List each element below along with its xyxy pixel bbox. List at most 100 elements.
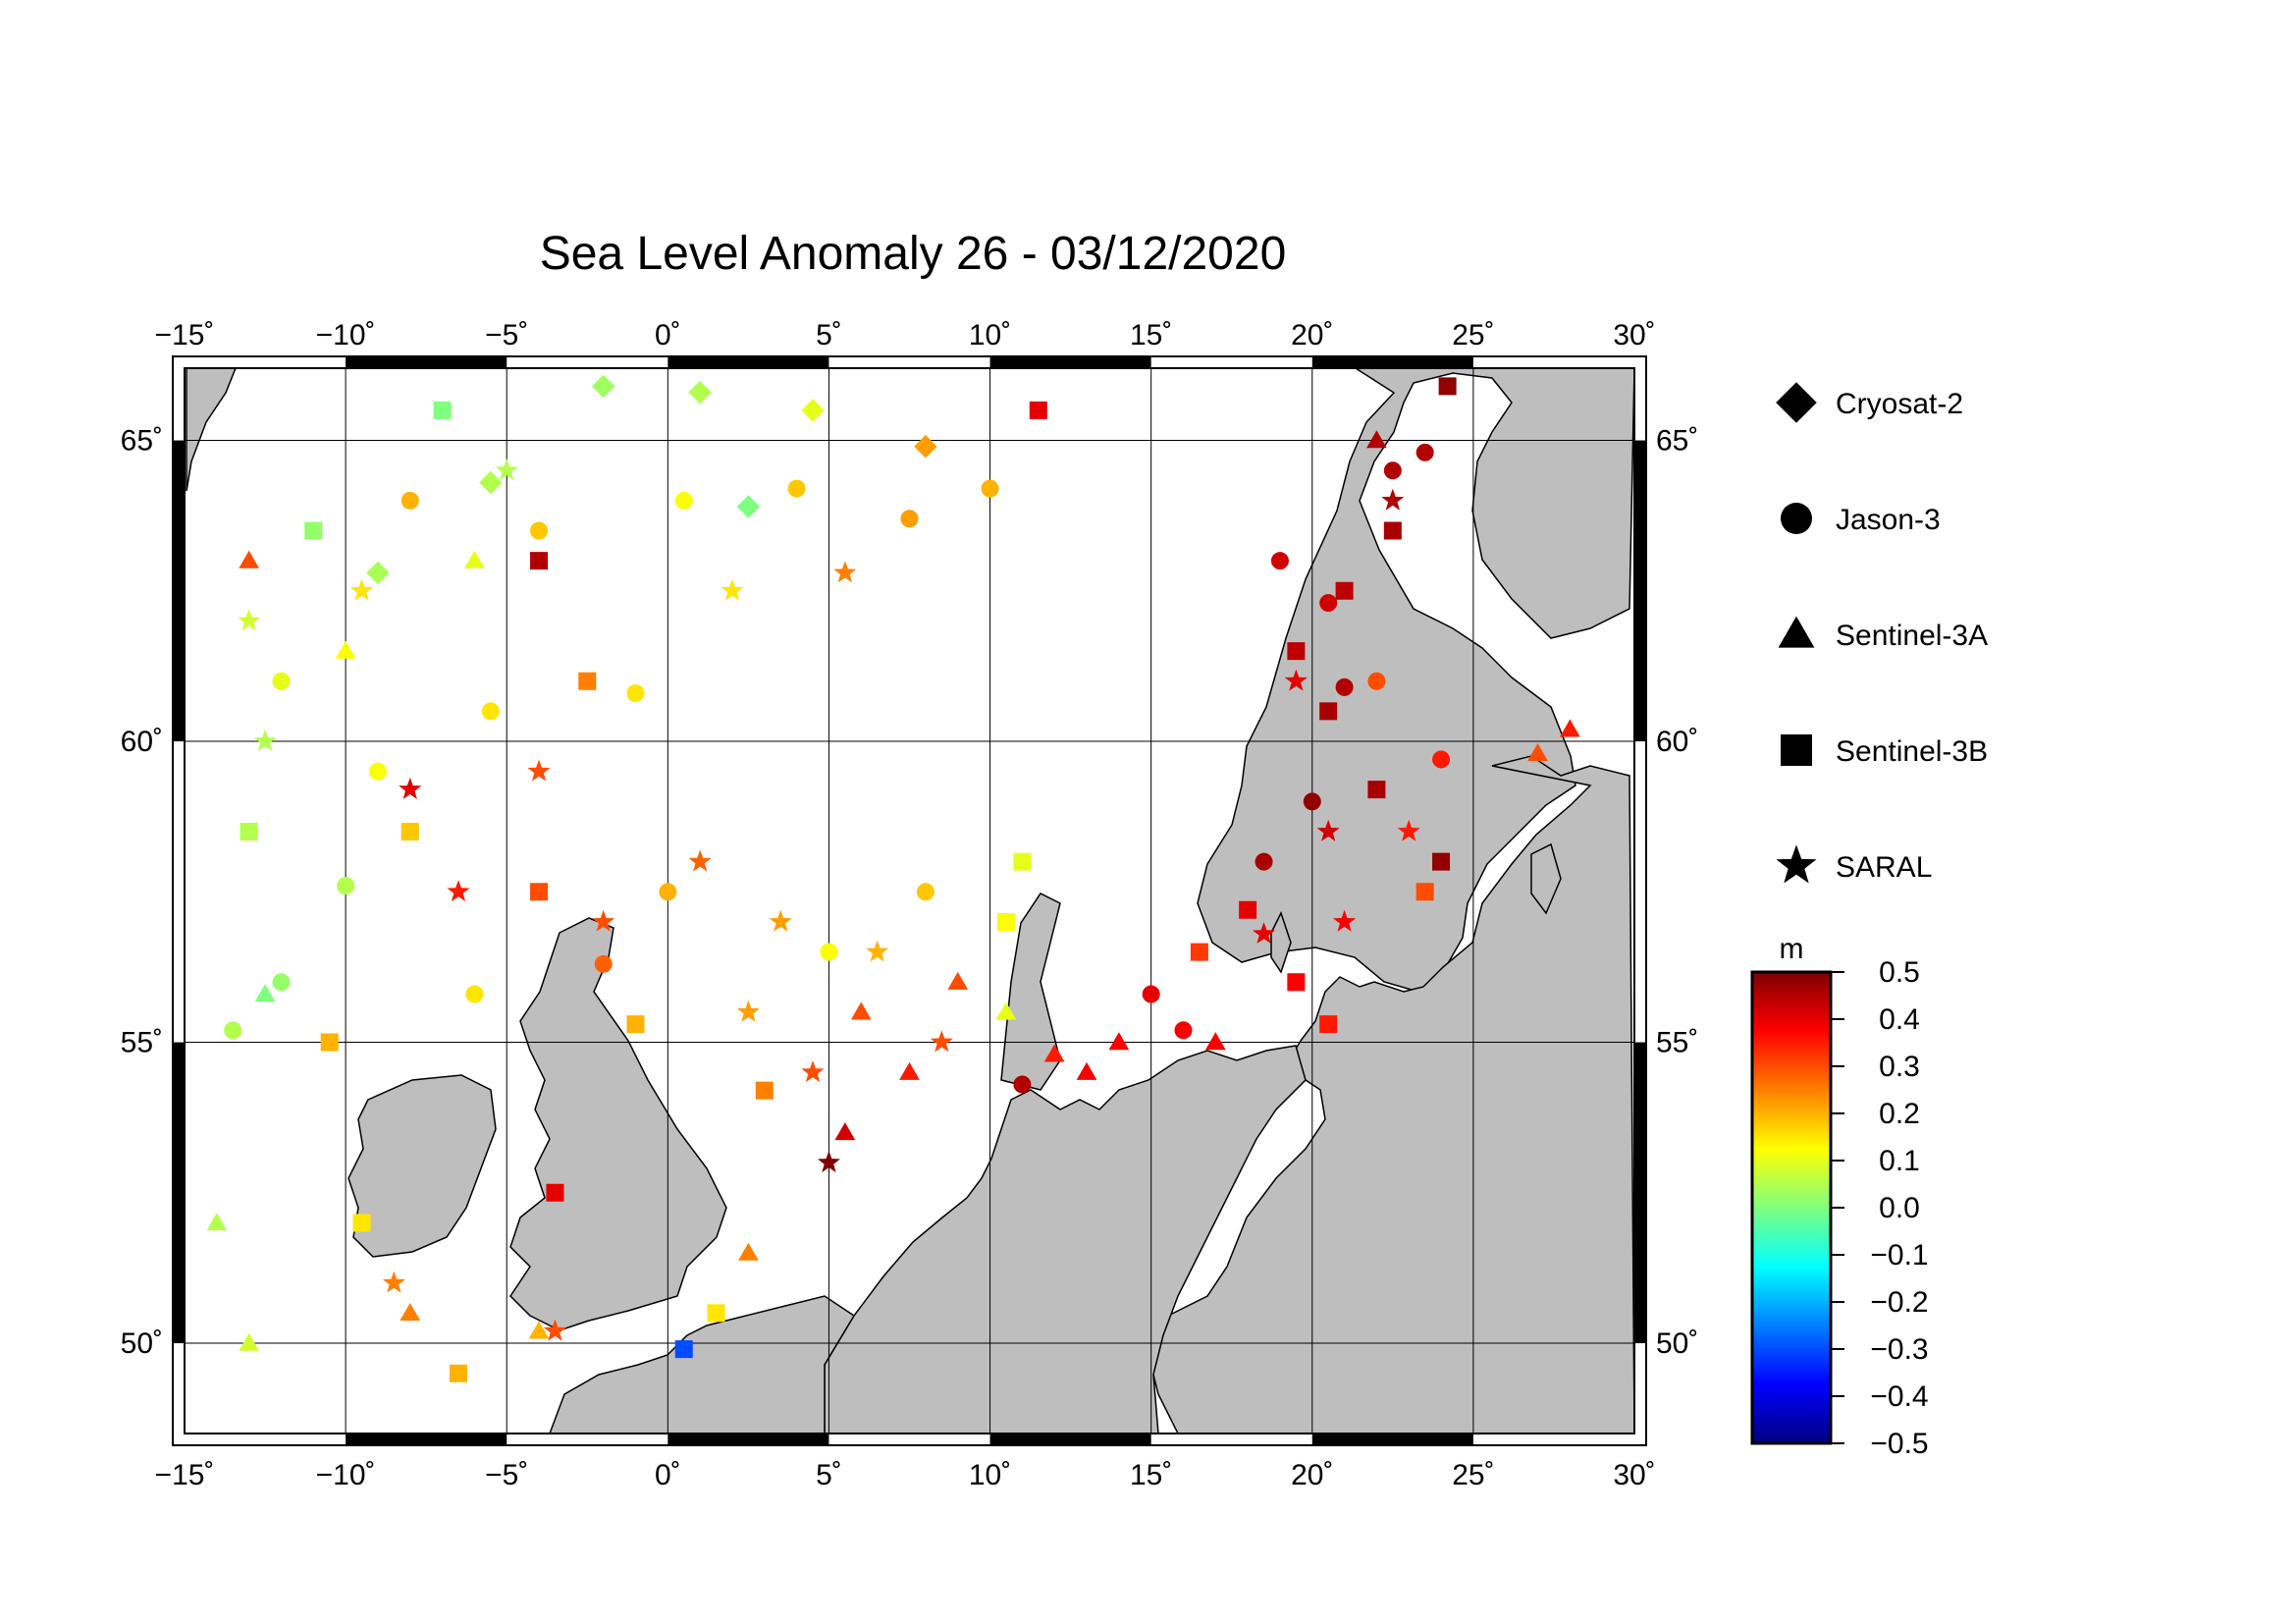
data-point-sentinel-3b <box>1013 852 1032 871</box>
frame-bar-bottom <box>667 1434 829 1445</box>
data-point-saral <box>1316 819 1340 841</box>
data-point-jason-3 <box>530 521 549 540</box>
colorbar-tick-label: 0.2 <box>1879 1098 1920 1130</box>
frame-bar-top <box>989 356 1151 368</box>
data-point-cryosat-2 <box>591 374 615 399</box>
data-point-jason-3 <box>337 877 355 895</box>
data-point-jason-3 <box>1303 792 1321 811</box>
data-point-saral <box>447 880 470 902</box>
data-point-sentinel-3a <box>899 1061 920 1080</box>
data-point-jason-3 <box>465 985 484 1003</box>
data-point-sentinel-3a <box>239 550 259 568</box>
data-point-saral <box>382 1271 405 1293</box>
data-point-saral <box>350 578 374 601</box>
lat-tick-label-left: 65˚ <box>121 425 163 458</box>
legend-symbol-square <box>1781 734 1812 766</box>
data-point-saral <box>688 849 712 872</box>
data-point-saral <box>930 1030 953 1053</box>
data-point-jason-3 <box>659 883 677 901</box>
data-point-cryosat-2 <box>914 434 937 459</box>
data-point-jason-3 <box>900 510 919 528</box>
data-point-sentinel-3b <box>1335 581 1354 600</box>
legend-label: Jason-3 <box>1836 504 1941 536</box>
data-points <box>206 374 1580 1382</box>
data-point-jason-3 <box>1367 672 1386 690</box>
lon-tick-label-bottom: 25˚ <box>1452 1459 1494 1491</box>
data-point-saral <box>1333 909 1357 932</box>
legend-symbol-star <box>1776 844 1817 884</box>
data-point-jason-3 <box>400 491 419 510</box>
frame-bar-top <box>1311 356 1473 368</box>
data-point-sentinel-3b <box>996 912 1015 931</box>
data-point-sentinel-3a <box>206 1213 228 1231</box>
legend-symbol-triangle <box>1778 616 1815 648</box>
data-point-sentinel-3b <box>1239 900 1257 919</box>
data-point-jason-3 <box>481 702 500 721</box>
lon-tick-label-top: 0˚ <box>655 319 681 352</box>
data-point-sentinel-3b <box>1029 401 1047 419</box>
data-point-sentinel-3b <box>1319 702 1338 721</box>
data-point-sentinel-3a <box>995 1001 1017 1020</box>
lon-tick-label-top: 10˚ <box>969 319 1011 352</box>
land-iceland-edge <box>186 368 237 492</box>
data-point-jason-3 <box>1142 985 1160 1003</box>
outer-border <box>172 355 1647 1446</box>
data-point-jason-3 <box>626 684 645 703</box>
frame-bar-bottom <box>346 1434 507 1445</box>
lat-tick-label-left: 50˚ <box>121 1327 163 1360</box>
data-point-sentinel-3a <box>239 1332 259 1351</box>
data-point-jason-3 <box>224 1021 242 1040</box>
data-point-sentinel-3a <box>1560 719 1580 737</box>
data-point-sentinel-3a <box>528 1321 550 1339</box>
data-point-sentinel-3b <box>1287 642 1306 661</box>
data-point-jason-3 <box>272 973 291 992</box>
data-point-sentinel-3a <box>738 1242 759 1261</box>
data-point-sentinel-3b <box>674 1340 693 1359</box>
data-point-jason-3 <box>787 479 806 498</box>
data-point-cryosat-2 <box>479 470 503 495</box>
lon-tick-label-top: 25˚ <box>1452 319 1494 352</box>
data-point-saral <box>1397 819 1420 841</box>
data-point-cryosat-2 <box>801 399 825 422</box>
data-point-sentinel-3b <box>433 401 452 419</box>
lat-tick-label-right: 60˚ <box>1656 726 1698 758</box>
legend-label: Sentinel-3A <box>1836 620 1988 652</box>
land-continental-europe <box>824 1045 1307 1434</box>
colorbar-gradient <box>1750 970 1833 1445</box>
axis-tick-labels: −15˚ −15˚ −10˚ −10˚ −5˚ −5˚ 0˚ 0˚ 5˚ 5˚ 10˚ 10˚ 15˚ 1… <box>121 319 1699 1491</box>
lon-tick-label-top: −5˚ <box>485 319 528 352</box>
satellite-legend: Cryosat-2 Jason-3 Sentinel-3A Sentinel-3B SA… <box>1776 382 1988 884</box>
map-border <box>184 367 1635 1434</box>
data-point-sentinel-3a <box>1108 1032 1130 1051</box>
data-point-sentinel-3a <box>1043 1044 1065 1062</box>
data-point-sentinel-3b <box>400 823 419 841</box>
lon-tick-label-bottom: 10˚ <box>969 1459 1011 1491</box>
data-point-jason-3 <box>594 954 613 973</box>
data-point-sentinel-3b <box>1287 973 1306 992</box>
data-point-sentinel-3b <box>578 672 597 690</box>
data-point-jason-3 <box>981 479 999 498</box>
data-point-jason-3 <box>1383 461 1402 480</box>
frame-bar-bottom <box>1311 1434 1473 1445</box>
data-point-sentinel-3a <box>850 1001 872 1020</box>
lon-tick-label-top: 15˚ <box>1130 319 1172 352</box>
data-point-sentinel-3b <box>449 1364 467 1382</box>
map-area: −15˚ −15˚ −10˚ −10˚ −5˚ −5˚ 0˚ 0˚ 5˚ 5˚ 10˚ 10˚ 15˚ 1… <box>121 319 1699 1491</box>
lon-tick-label-bottom: 0˚ <box>655 1459 681 1491</box>
land-denmark <box>1000 893 1061 1091</box>
legend-label: SARAL <box>1836 851 1932 884</box>
lon-tick-label-bottom: 5˚ <box>816 1459 842 1491</box>
colorbar-tick-label: −0.5 <box>1870 1428 1928 1460</box>
data-point-saral <box>253 729 277 751</box>
land-france <box>549 1295 856 1434</box>
data-point-sentinel-3a <box>464 550 485 568</box>
colorbar-tick-label: 0.4 <box>1879 1003 1920 1036</box>
data-point-sentinel-3a <box>254 984 276 1002</box>
data-point-sentinel-3a <box>335 640 356 659</box>
legend-symbol-diamond <box>1776 382 1817 423</box>
data-point-sentinel-3b <box>1319 1015 1338 1034</box>
lat-tick-label-left: 55˚ <box>121 1027 163 1059</box>
data-point-sentinel-3b <box>304 521 323 540</box>
frame-bar-top <box>667 356 829 368</box>
